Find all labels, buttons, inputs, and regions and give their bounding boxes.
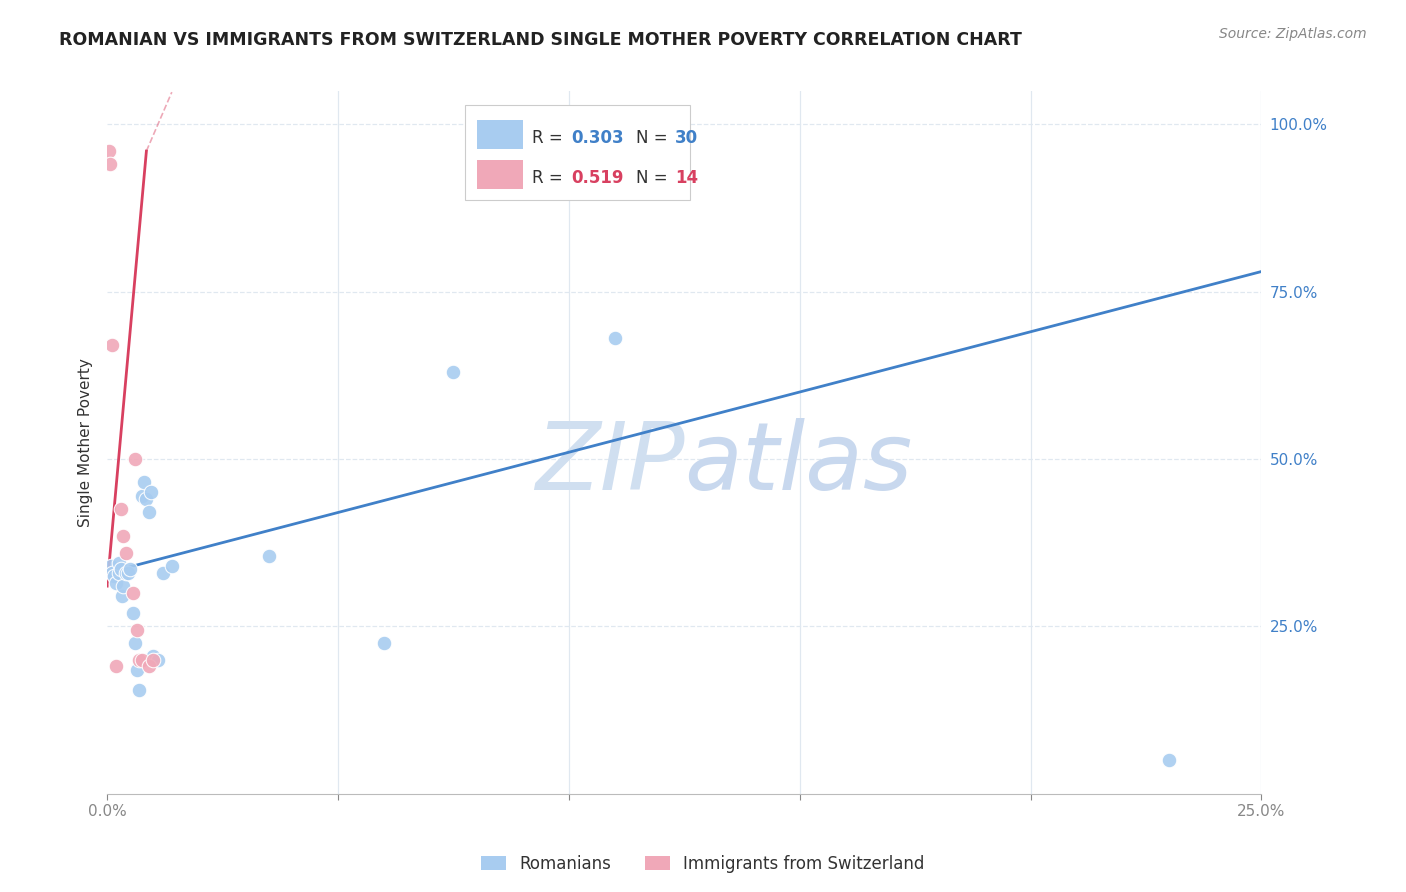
Point (105, 575, 128, 590)
Point (107, 566, 129, 580)
Point (107, 556, 129, 570)
Point (128, 653, 150, 667)
Point (124, 636, 146, 650)
Point (135, 492, 157, 507)
Point (100, 566, 122, 580)
Point (124, 452, 146, 467)
Point (120, 562, 142, 576)
Point (146, 653, 169, 667)
Point (112, 529, 135, 543)
Text: N =: N = (636, 129, 672, 147)
Point (142, 653, 165, 667)
Text: R =: R = (531, 129, 568, 147)
Text: atlas: atlas (685, 417, 912, 508)
Point (114, 566, 136, 580)
Point (131, 653, 153, 667)
Text: 0.519: 0.519 (571, 169, 624, 187)
FancyBboxPatch shape (477, 160, 523, 189)
Point (100, 338, 122, 352)
Point (603, 331, 626, 345)
Point (98, 144, 121, 158)
Text: 30: 30 (675, 129, 699, 147)
Point (441, 365, 464, 379)
Text: 14: 14 (675, 169, 699, 187)
Point (114, 546, 136, 560)
Point (160, 559, 183, 574)
Point (121, 606, 143, 620)
Point (103, 569, 125, 583)
Point (127, 663, 149, 677)
Point (1157, 753, 1180, 767)
Text: ROMANIAN VS IMMIGRANTS FROM SWITZERLAND SINGLE MOTHER POVERTY CORRELATION CHART: ROMANIAN VS IMMIGRANTS FROM SWITZERLAND … (59, 31, 1022, 49)
Point (121, 586, 143, 600)
Point (110, 562, 132, 576)
Point (139, 485, 162, 500)
Point (100, 157, 122, 171)
Point (110, 502, 132, 516)
Text: R =: R = (531, 169, 568, 187)
Point (105, 659, 128, 673)
Point (127, 623, 149, 637)
Point (152, 566, 174, 580)
Point (112, 579, 135, 593)
Point (138, 506, 160, 520)
Point (111, 589, 134, 603)
Point (138, 659, 160, 673)
Point (373, 636, 395, 650)
Point (131, 489, 153, 503)
Text: Source: ZipAtlas.com: Source: ZipAtlas.com (1219, 27, 1367, 41)
Legend: Romanians, Immigrants from Switzerland: Romanians, Immigrants from Switzerland (475, 848, 931, 880)
FancyBboxPatch shape (477, 120, 523, 149)
Point (117, 566, 139, 580)
Text: N =: N = (636, 169, 672, 187)
Point (132, 475, 155, 490)
Text: ZIP: ZIP (534, 417, 685, 508)
Point (100, 559, 122, 574)
Point (142, 649, 165, 664)
Point (128, 682, 150, 697)
FancyBboxPatch shape (465, 105, 690, 200)
Y-axis label: Single Mother Poverty: Single Mother Poverty (79, 358, 93, 526)
Text: 0.303: 0.303 (571, 129, 624, 147)
Point (257, 549, 280, 563)
